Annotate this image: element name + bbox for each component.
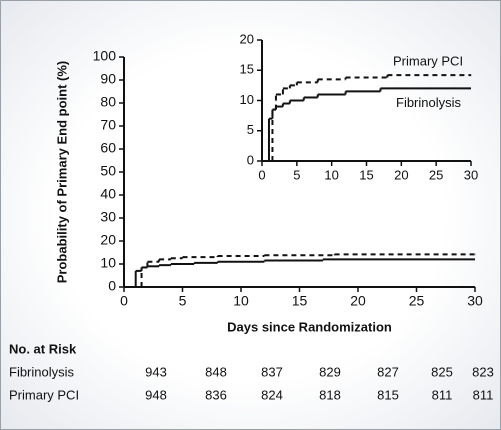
y-tick-label: 80 xyxy=(100,94,116,110)
y-tick-label: 30 xyxy=(100,209,116,225)
y-tick-label: 10 xyxy=(240,92,254,107)
x-tick-label: 15 xyxy=(359,167,373,182)
x-tick-label: 15 xyxy=(292,293,308,309)
y-tick-label: 5 xyxy=(247,122,254,137)
series-label: Primary PCI xyxy=(393,54,463,69)
x-tick-label: 5 xyxy=(293,167,300,182)
y-tick-label: 90 xyxy=(100,71,116,87)
x-tick-label: 20 xyxy=(394,167,408,182)
risk-value: 829 xyxy=(319,364,341,379)
y-tick-label: 0 xyxy=(247,152,254,167)
risk-value: 824 xyxy=(261,387,283,402)
y-axis-title: Probability of Primary End point (%) xyxy=(54,61,69,283)
x-tick-label: 10 xyxy=(233,293,249,309)
x-tick-label: 20 xyxy=(350,293,366,309)
y-tick-label: 70 xyxy=(100,117,116,133)
risk-value: 948 xyxy=(145,387,167,402)
risk-value: 848 xyxy=(205,364,227,379)
risk-value: 815 xyxy=(377,387,399,402)
risk-value: 837 xyxy=(261,364,283,379)
y-tick-label: 20 xyxy=(100,232,116,248)
risk-value: 811 xyxy=(432,387,453,402)
y-tick-label: 20 xyxy=(240,31,254,46)
y-tick-label: 0 xyxy=(108,278,116,294)
risk-value: 943 xyxy=(145,364,167,379)
risk-value: 825 xyxy=(431,364,453,379)
y-tick-label: 10 xyxy=(100,255,116,271)
risk-value: 811 xyxy=(473,387,494,402)
y-tick-label: 40 xyxy=(100,186,116,202)
y-tick-label: 60 xyxy=(100,140,116,156)
x-tick-label: 30 xyxy=(467,293,483,309)
x-tick-label: 25 xyxy=(429,167,443,182)
x-tick-label: 0 xyxy=(258,167,265,182)
risk-table-title: No. at Risk xyxy=(9,341,77,356)
risk-row-label: Primary PCI xyxy=(9,387,79,402)
y-tick-label: 100 xyxy=(93,48,117,64)
risk-value: 818 xyxy=(319,387,341,402)
y-tick-label: 50 xyxy=(100,163,116,179)
x-tick-label: 30 xyxy=(464,167,478,182)
x-tick-label: 5 xyxy=(179,293,187,309)
risk-value: 823 xyxy=(472,364,494,379)
risk-value: 827 xyxy=(377,364,399,379)
risk-row-label: Fibrinolysis xyxy=(9,364,75,379)
x-tick-label: 25 xyxy=(409,293,425,309)
x-tick-label: 10 xyxy=(324,167,338,182)
x-axis-title: Days since Randomization xyxy=(227,319,392,334)
x-tick-label: 0 xyxy=(120,293,128,309)
y-tick-label: 15 xyxy=(240,62,254,77)
risk-value: 836 xyxy=(205,387,227,402)
series-label: Fibrinolysis xyxy=(396,95,462,110)
